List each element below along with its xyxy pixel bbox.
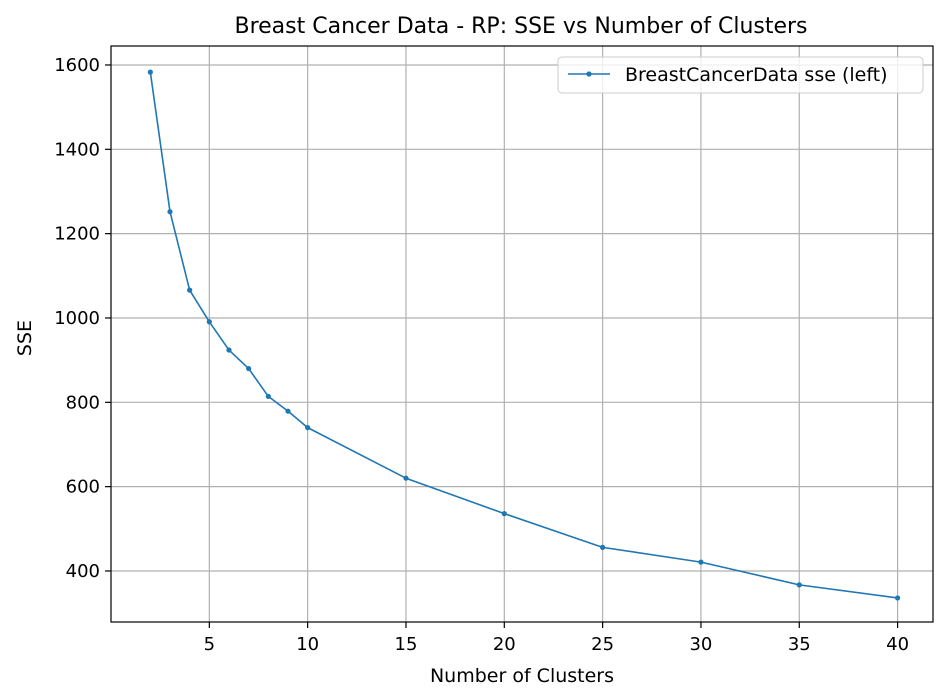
data-point [265,393,271,400]
data-point [305,425,311,431]
y-tick-label: 1000 [54,308,100,329]
data-point [895,595,901,601]
data-point [187,287,193,293]
x-axis-label: Number of Clusters [430,665,614,687]
y-tick-label: 1400 [54,139,100,160]
series-layer [147,69,901,601]
grid-lines [111,46,933,622]
x-tick-label: 25 [591,634,614,655]
x-tick-label: 5 [204,634,215,655]
data-point [206,319,212,325]
y-tick-label: 400 [66,561,100,582]
data-point [285,408,291,414]
y-tick-label: 600 [66,477,100,498]
data-point [403,475,409,481]
x-tick-label: 15 [395,634,418,655]
x-tick-label: 20 [493,634,516,655]
data-point [246,365,252,372]
x-tick-label: 40 [886,634,909,655]
data-point [167,209,173,215]
data-point [698,559,704,565]
x-tick-label: 35 [788,634,811,655]
legend: BreastCancerData sse (left) [557,56,924,94]
data-point [226,347,232,353]
data-point [501,511,507,517]
chart-title: Breast Cancer Data - RP: SSE vs Number o… [234,14,807,39]
data-point [600,544,606,550]
x-tick-label: 10 [296,634,319,655]
y-tick-label: 1600 [54,55,100,76]
legend-label: BreastCancerData sse (left) [625,64,888,86]
data-point [147,69,153,75]
legend-marker-swatch [586,71,592,77]
x-tick-label: 30 [689,634,712,655]
y-tick-label: 1200 [54,224,100,245]
data-point [796,582,802,588]
axis-ticks: 5 10 15 20 25 30 35 40 400 600 800 1000 1200 1400 1600 [54,55,909,655]
y-tick-label: 800 [66,392,100,413]
plot-area-frame [110,45,934,623]
legend-box [557,56,924,94]
y-axis-label: SSE [14,320,36,356]
